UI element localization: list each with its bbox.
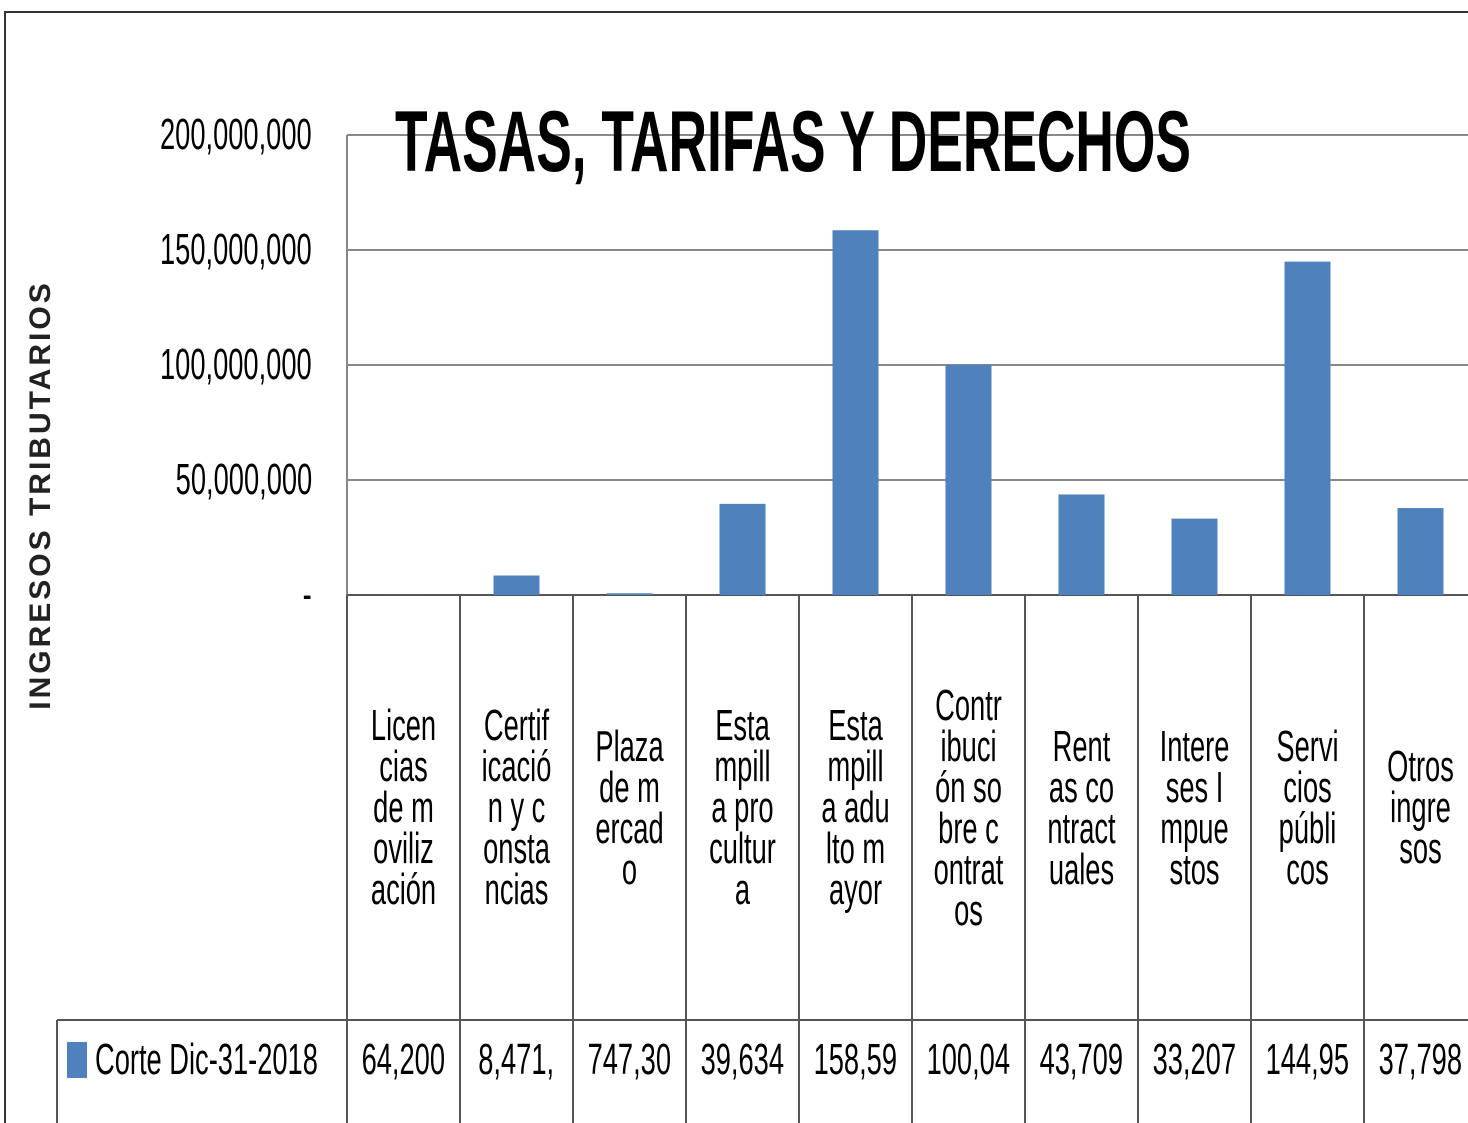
bar — [1058, 494, 1105, 595]
category-text: Plaza de mercado — [595, 721, 664, 894]
legend-key — [67, 1042, 87, 1078]
bar — [1171, 518, 1218, 595]
bar — [606, 593, 653, 595]
bar — [1284, 261, 1331, 595]
table-value: 8,471, — [460, 1020, 573, 1100]
table-value-text: 39,634 — [700, 1035, 785, 1084]
category-label: Certificación y constancias — [460, 595, 573, 1020]
table-value: 747,30 — [573, 1020, 686, 1100]
table-value-text: 8,471, — [478, 1035, 555, 1084]
table-value-text: 158,59 — [813, 1035, 898, 1084]
table-value-text: 64,200 — [361, 1035, 446, 1084]
y-tick-label: 100,000,000 — [160, 340, 312, 389]
y-tick-label: 50,000,000 — [175, 455, 312, 504]
table-value-text: 747,30 — [587, 1035, 672, 1084]
chart-title: TASAS, TARIFAS Y DERECHOS — [395, 94, 1191, 190]
legend-label: Corte Dic-31-2018 — [95, 1035, 318, 1084]
category-text: Certificación y constancias — [481, 701, 552, 914]
bar — [832, 230, 879, 596]
table-value: 43,709 — [1025, 1020, 1138, 1100]
category-label: Otros ingresos — [1364, 595, 1468, 1020]
category-text: Otros ingresos — [1387, 742, 1454, 873]
category-text: Estampilla adulto mayor — [821, 701, 890, 914]
category-label: Servicios públicos — [1251, 595, 1364, 1020]
table-value: 64,200 — [347, 1020, 460, 1100]
category-text: Contribución sobre contratos — [933, 680, 1004, 935]
table-value-text: 144,95 — [1265, 1035, 1350, 1084]
category-text: Licencias de movilización — [370, 701, 437, 914]
category-label: Rentas contractuales — [1025, 595, 1138, 1020]
table-value-text: 37,798 — [1378, 1035, 1463, 1084]
category-text: Estampilla pro cultura — [709, 701, 776, 914]
category-text: Rentas contractuales — [1047, 721, 1116, 894]
bar — [493, 575, 540, 595]
category-label: Estampilla adulto mayor — [799, 595, 912, 1020]
category-label: Licencias de movilización — [347, 595, 460, 1020]
table-value: 33,207 — [1138, 1020, 1251, 1100]
category-label: Intereses Impuestos — [1138, 595, 1251, 1020]
bar — [945, 364, 992, 595]
category-text: Servicios públicos — [1276, 721, 1339, 894]
table-value: 37,798 — [1364, 1020, 1468, 1100]
category-text: Intereses Impuestos — [1159, 721, 1230, 894]
table-value: 158,59 — [799, 1020, 912, 1100]
y-axis-title: INGRESOS TRIBUTARIOS — [24, 280, 57, 710]
y-tick-label: 150,000,000 — [160, 225, 312, 274]
table-value: 144,95 — [1251, 1020, 1364, 1100]
table-value-text: 100,04 — [926, 1035, 1011, 1084]
table-value: 39,634 — [686, 1020, 799, 1100]
y-tick-label: 200,000,000 — [160, 110, 312, 159]
y-tick-label: - — [302, 570, 312, 619]
category-label: Contribución sobre contratos — [912, 595, 1025, 1020]
bar — [1397, 508, 1444, 595]
category-label: Estampilla pro cultura — [686, 595, 799, 1020]
frame — [4, 11, 1468, 1123]
category-label: Plaza de mercado — [573, 595, 686, 1020]
table-value-text: 33,207 — [1152, 1035, 1237, 1084]
bar — [719, 503, 766, 595]
table-value: 100,04 — [912, 1020, 1025, 1100]
table-value-text: 43,709 — [1039, 1035, 1124, 1084]
